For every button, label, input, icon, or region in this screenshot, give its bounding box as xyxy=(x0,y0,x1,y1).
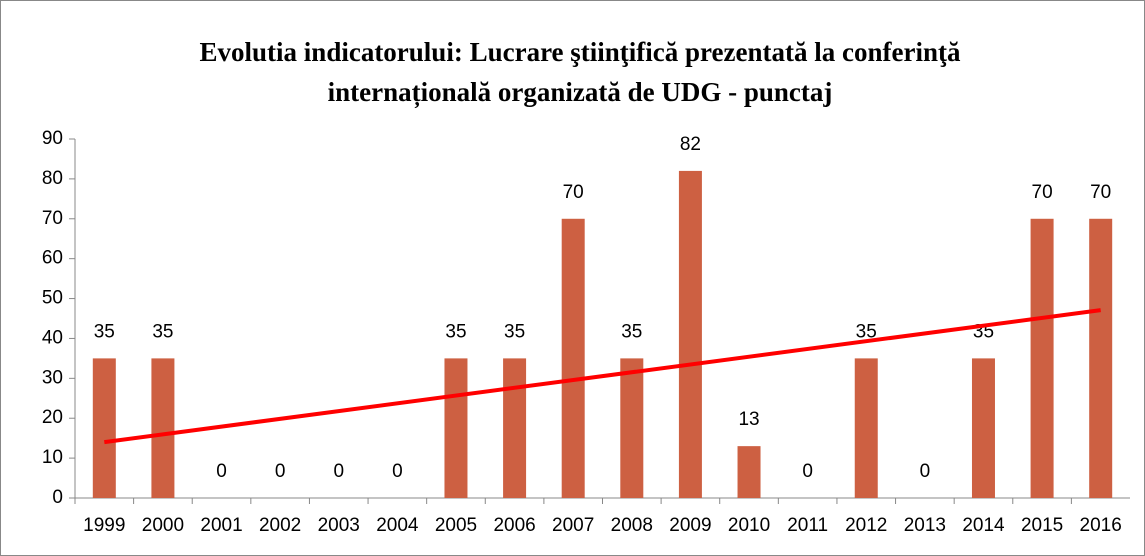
bar xyxy=(561,218,585,498)
data-label: 70 xyxy=(1090,182,1111,203)
y-tick-label: 60 xyxy=(42,248,63,269)
x-tick-label: 2014 xyxy=(962,515,1005,536)
data-label: 0 xyxy=(802,461,813,482)
trendline xyxy=(104,308,1101,445)
bar xyxy=(678,170,702,498)
x-tick-label: 2003 xyxy=(318,515,360,536)
y-tick-label: 20 xyxy=(42,407,63,428)
x-tick-label: 2016 xyxy=(1080,515,1122,536)
x-tick-label: 2013 xyxy=(904,515,946,536)
data-label: 13 xyxy=(738,409,759,430)
y-tick-label: 30 xyxy=(42,367,63,388)
x-tick-label: 2007 xyxy=(552,515,594,536)
data-label: 70 xyxy=(563,182,584,203)
data-label: 70 xyxy=(1032,182,1053,203)
chart-title: Evolutia indicatorului: Lucrare ştiinţif… xyxy=(200,37,961,67)
y-tick-label: 80 xyxy=(42,168,63,189)
x-tick-label: 2012 xyxy=(845,515,887,536)
y-tick-label: 50 xyxy=(42,288,63,309)
x-tick-label: 2002 xyxy=(259,515,301,536)
y-tick-label: 40 xyxy=(42,327,63,348)
bar xyxy=(1089,218,1113,498)
x-tick-label: 2001 xyxy=(200,515,242,536)
y-tick-label: 70 xyxy=(42,208,63,229)
data-label: 35 xyxy=(94,321,115,342)
x-tick-label: 2006 xyxy=(493,515,535,536)
bar xyxy=(854,358,878,498)
data-label: 35 xyxy=(152,321,173,342)
data-label: 35 xyxy=(445,321,466,342)
bar xyxy=(151,358,175,498)
data-label: 0 xyxy=(275,461,286,482)
data-label: 0 xyxy=(392,461,403,482)
data-label: 35 xyxy=(856,321,877,342)
x-tick-label: 2011 xyxy=(787,515,828,536)
bar xyxy=(444,358,468,498)
bar xyxy=(1030,218,1054,498)
x-tick-label: 2000 xyxy=(142,515,184,536)
x-tick-label: 2008 xyxy=(611,515,653,536)
x-tick-label: 2005 xyxy=(435,515,477,536)
x-tick-label: 2015 xyxy=(1021,515,1063,536)
bar xyxy=(620,358,644,498)
data-label: 0 xyxy=(333,461,344,482)
data-label: 0 xyxy=(216,461,227,482)
bar xyxy=(92,358,116,498)
y-tick-label: 90 xyxy=(42,128,63,149)
chart-title: internațională organizată de UDG - punct… xyxy=(328,77,833,108)
x-tick-label: 1999 xyxy=(83,515,125,536)
y-tick-label: 0 xyxy=(52,487,63,508)
x-tick-label: 2009 xyxy=(669,515,711,536)
data-label: 35 xyxy=(504,321,525,342)
bar xyxy=(503,358,527,498)
bar xyxy=(971,358,995,498)
x-tick-label: 2004 xyxy=(376,515,419,536)
data-label: 82 xyxy=(680,134,701,155)
x-tick-label: 2010 xyxy=(728,515,770,536)
data-label: 35 xyxy=(621,321,642,342)
data-label: 0 xyxy=(920,461,931,482)
bar xyxy=(737,446,761,498)
y-tick-label: 10 xyxy=(42,447,63,468)
